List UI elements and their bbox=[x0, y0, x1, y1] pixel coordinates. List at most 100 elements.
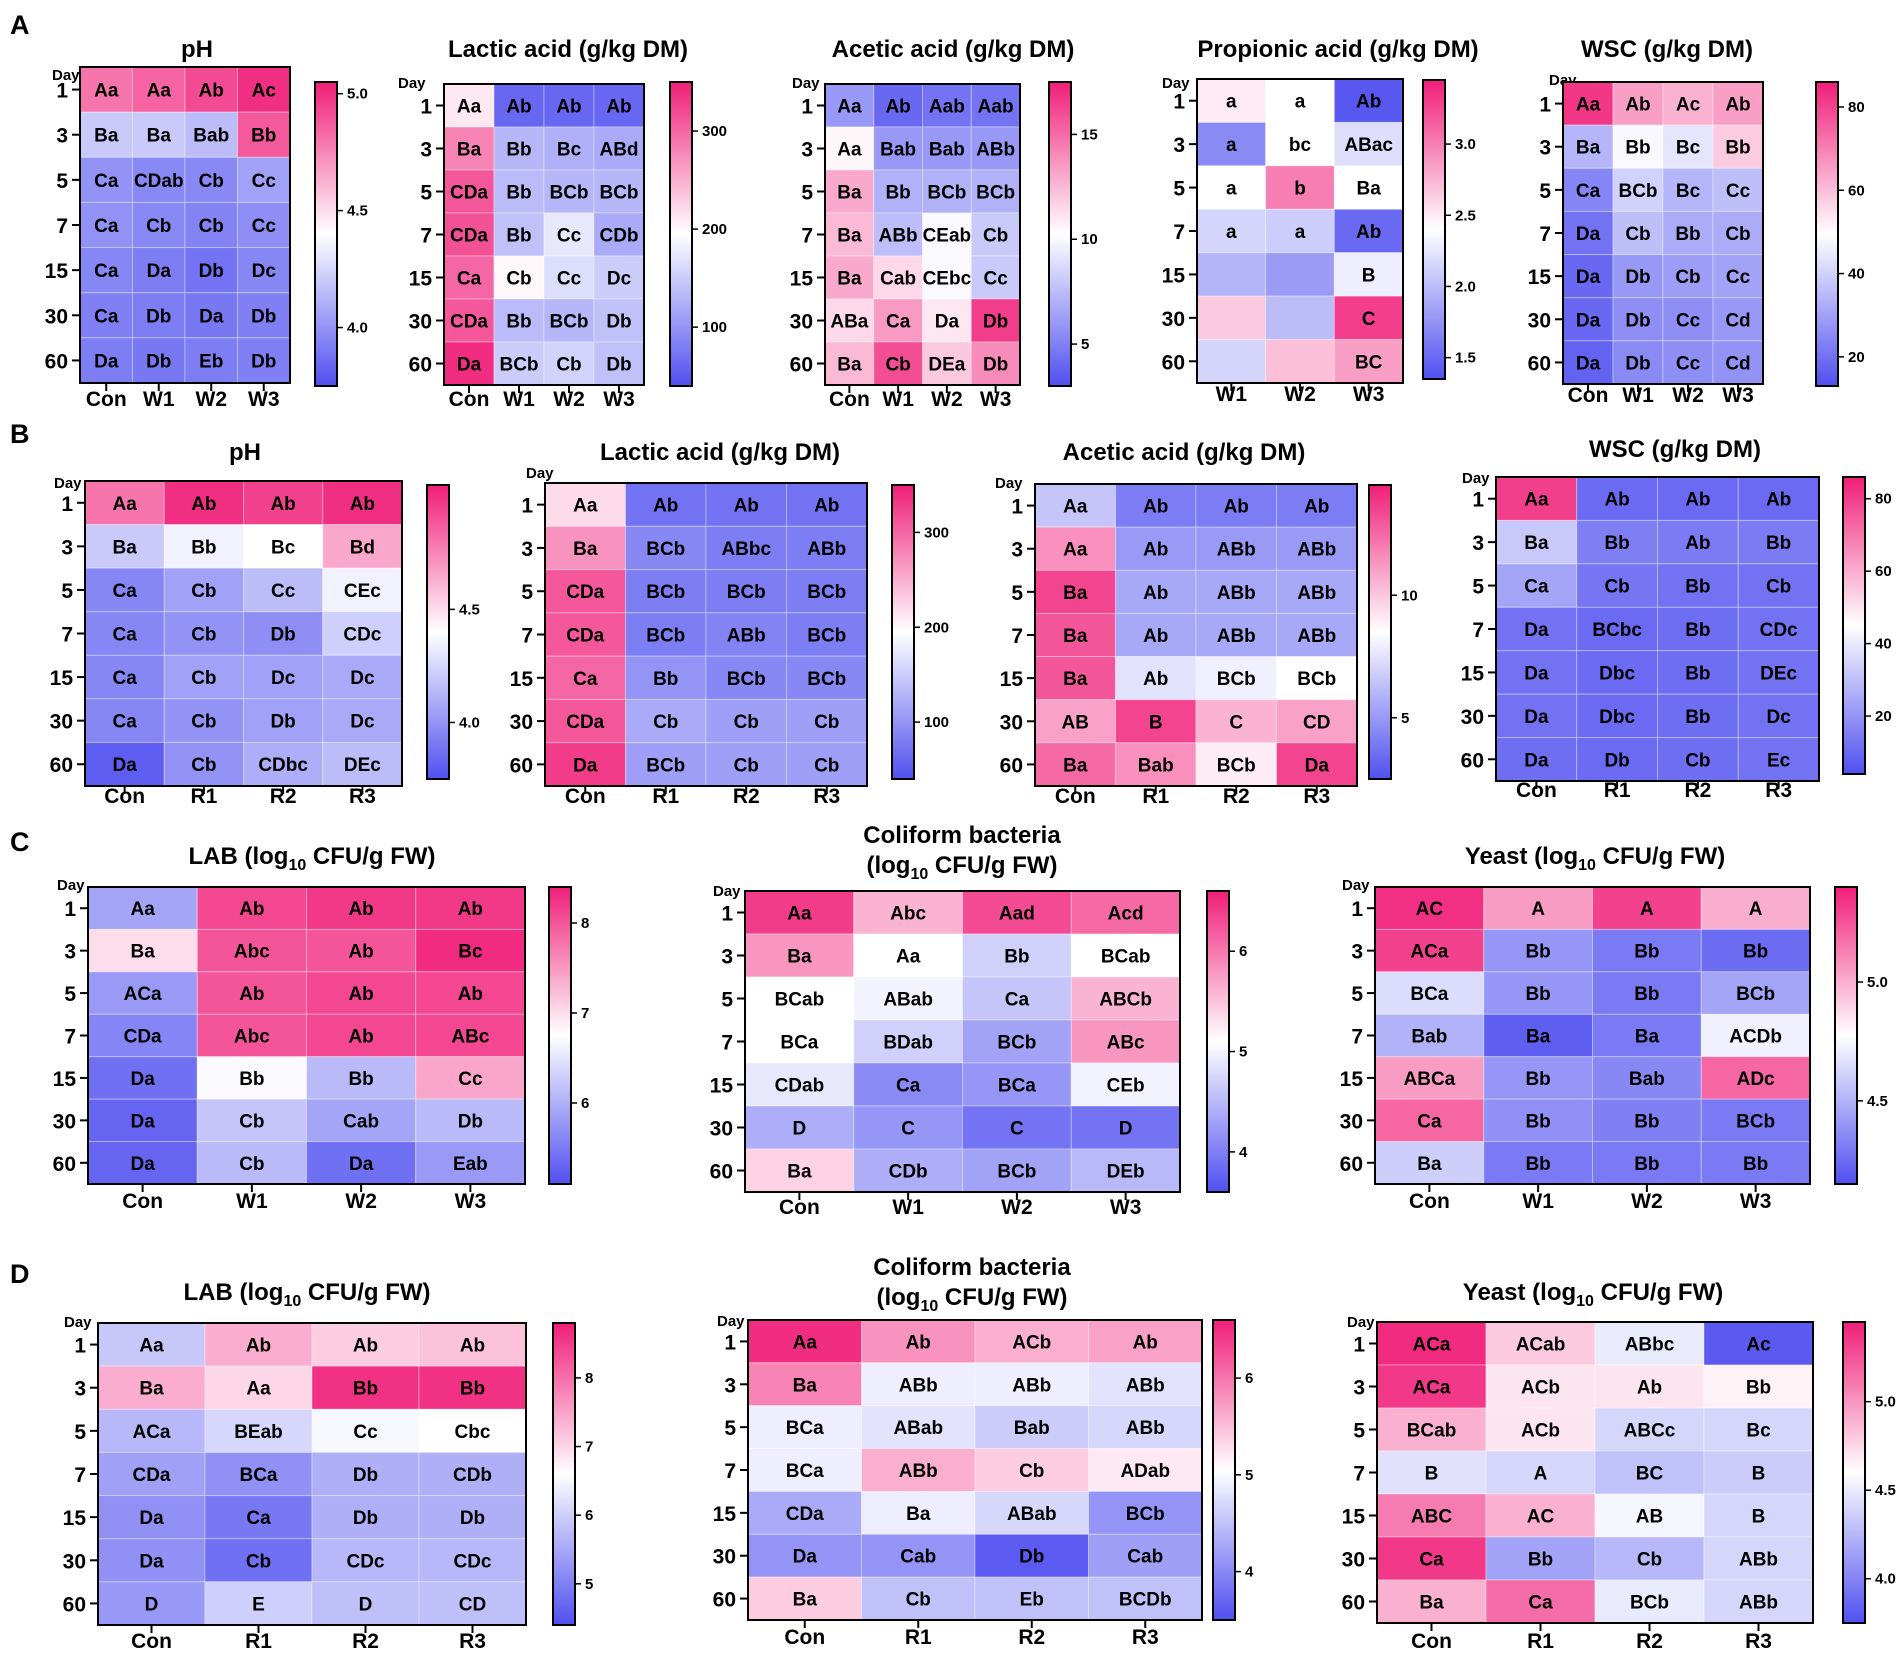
cell-label: Da bbox=[1576, 310, 1601, 331]
heatmap-cell bbox=[1374, 1141, 1485, 1185]
cell-label: Cb bbox=[239, 1111, 264, 1132]
cell-label: ABb bbox=[1012, 1375, 1051, 1396]
heatmap-cell bbox=[132, 201, 186, 249]
cell-label: ABb bbox=[899, 1461, 938, 1482]
cell-label: Bb bbox=[1725, 138, 1750, 159]
cell-label: DEb bbox=[1107, 1162, 1145, 1183]
heatmap-cell bbox=[544, 655, 626, 700]
colorbar-tick-label: 4 bbox=[1239, 1144, 1248, 1161]
heatmap-cell bbox=[861, 1576, 976, 1621]
heatmap-cell bbox=[196, 1098, 307, 1143]
cell-label: BCa bbox=[239, 1465, 277, 1486]
colorbar-tick-label: 15 bbox=[1081, 126, 1098, 143]
cell-label: Aa bbox=[246, 1379, 271, 1400]
heatmap-cell bbox=[1612, 81, 1664, 126]
row-tick-label: 1 bbox=[61, 493, 73, 516]
cell-label: Ba bbox=[1419, 1593, 1444, 1614]
day-axis-label: Day bbox=[995, 475, 1023, 492]
cell-label: Aab bbox=[978, 97, 1014, 118]
colorbar-tick-label: 300 bbox=[702, 123, 727, 140]
heatmap-cell bbox=[1594, 1493, 1705, 1538]
cell-label: Cc bbox=[1726, 181, 1751, 202]
column-tick-label: R1 bbox=[905, 1626, 932, 1649]
row-tick-label: 15 bbox=[409, 268, 433, 291]
heatmap-cell bbox=[744, 1019, 855, 1064]
heatmap-cell bbox=[237, 292, 291, 339]
colorbar-tick-label: 60 bbox=[1875, 563, 1892, 580]
cell-label: CD bbox=[1303, 712, 1330, 733]
column-tick-label: W3 bbox=[603, 388, 635, 411]
cell-label: Cb bbox=[1766, 577, 1791, 598]
cell-label: Db bbox=[251, 306, 276, 327]
column-tick-label: R2 bbox=[270, 785, 297, 808]
cell-label: D bbox=[359, 1594, 373, 1615]
cell-label: Cb bbox=[239, 1154, 264, 1175]
heatmap-cell bbox=[1700, 971, 1811, 1015]
cell-label: Ab bbox=[1143, 497, 1168, 518]
cell-label: ABb bbox=[879, 226, 918, 247]
day-axis-label: Day bbox=[52, 67, 80, 84]
cell-label: Cc bbox=[252, 171, 277, 192]
colorbar-tick-label: 5 bbox=[1081, 336, 1089, 353]
row-tick-label: 15 bbox=[53, 1068, 77, 1091]
heatmap-cell bbox=[1265, 165, 1335, 210]
cell-label: BCb bbox=[807, 669, 846, 690]
heatmap-cell bbox=[543, 83, 595, 128]
column-tick-label: Con bbox=[1568, 384, 1609, 407]
heatmap-cell bbox=[1592, 1013, 1702, 1058]
heatmap-cell bbox=[196, 1013, 307, 1058]
heatmap-cell bbox=[1034, 656, 1116, 701]
cell-label: Db bbox=[1019, 1547, 1044, 1568]
cell-label: Bb bbox=[885, 183, 910, 204]
cell-label: BCb bbox=[1297, 669, 1336, 690]
heatmap-cell bbox=[163, 698, 244, 743]
row-tick-label: 15 bbox=[63, 1507, 87, 1530]
cell-label: Aa bbox=[1063, 540, 1088, 561]
cell-label: CDb bbox=[889, 1162, 928, 1183]
cell-label: Ba bbox=[837, 269, 862, 290]
heatmap-cell bbox=[243, 480, 324, 526]
row-tick-label: 1 bbox=[1173, 91, 1185, 114]
row-tick-label: 60 bbox=[45, 350, 68, 373]
cell-label: A bbox=[1749, 899, 1763, 920]
colorbar-tick-label: 5.0 bbox=[1875, 1394, 1896, 1411]
cell-label: Ca bbox=[94, 216, 119, 237]
cell-label: Db bbox=[353, 1465, 378, 1486]
heatmap-cell bbox=[1265, 78, 1335, 123]
heatmap-cell bbox=[1703, 1536, 1814, 1581]
cell-label: Aa bbox=[112, 494, 137, 515]
cell-label: Ca bbox=[112, 712, 137, 733]
cell-label: Ba bbox=[112, 537, 137, 558]
heatmap-cell bbox=[1712, 254, 1764, 299]
colorbar bbox=[1834, 886, 1858, 1185]
heatmap-cell bbox=[1657, 563, 1739, 608]
heatmap-cell bbox=[1737, 606, 1820, 652]
column-tick-label: R2 bbox=[1684, 779, 1711, 802]
cell-label: Ba bbox=[457, 140, 482, 161]
colorbar bbox=[1206, 890, 1230, 1193]
row-tick-label: 3 bbox=[1351, 941, 1363, 964]
row-tick-label: 1 bbox=[724, 1331, 736, 1354]
column-tick-label: W3 bbox=[1740, 1190, 1772, 1213]
column-tick-label: R3 bbox=[459, 1630, 486, 1653]
heatmap-cell bbox=[1115, 656, 1197, 701]
row-tick-label: 7 bbox=[56, 215, 68, 238]
column-tick-label: W1 bbox=[882, 388, 914, 411]
column-tick-label: R1 bbox=[1604, 779, 1631, 802]
column-tick-label: W3 bbox=[455, 1190, 487, 1213]
column-tick-label: Con bbox=[829, 388, 870, 411]
cell-label: Cb bbox=[246, 1551, 271, 1572]
day-axis-label: Day bbox=[54, 475, 82, 492]
cell-label: Cbc bbox=[455, 1422, 491, 1443]
cell-label: Cb bbox=[734, 755, 759, 776]
cell-label: CEb bbox=[1107, 1076, 1145, 1097]
cell-label: Da bbox=[199, 306, 224, 327]
cell-label: Aab bbox=[929, 97, 965, 118]
cell-label: Bb bbox=[1525, 1069, 1550, 1090]
cell-label: Aa bbox=[896, 947, 921, 968]
cell-label: ABb bbox=[1297, 540, 1336, 561]
heatmap-cell bbox=[1712, 167, 1764, 212]
cell-label: Da bbox=[1305, 755, 1330, 776]
cell-label: ABb bbox=[1126, 1418, 1165, 1439]
cell-label: BCb bbox=[927, 183, 966, 204]
